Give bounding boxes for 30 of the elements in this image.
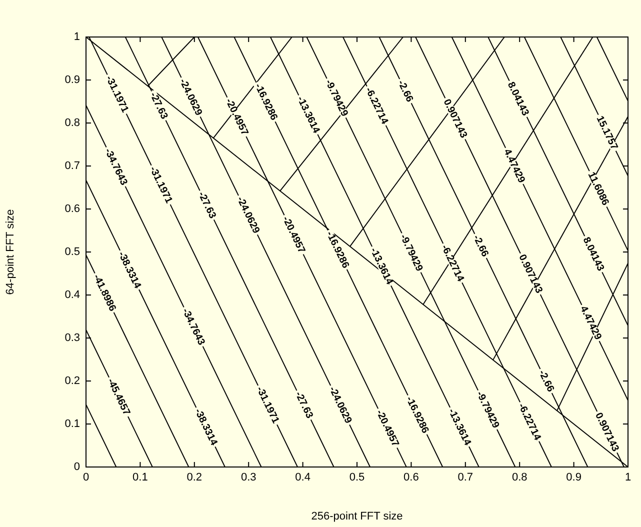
y-tick-label: 0.2 [64,375,80,388]
y-axis-title: 64-point FFT size [4,209,17,295]
x-axis-title: 256-point FFT size [311,510,403,522]
annotation: -27.63 [292,390,315,421]
annotation: -2.66 [470,233,490,260]
x-tick-label: 0.7 [458,472,474,484]
x-tick-label: 0.9 [566,472,582,484]
annotation: -27.63 [147,90,170,122]
x-tick-label: 0.5 [349,472,365,484]
y-tick-label: 0.1 [64,418,80,430]
y-tick-label: 0.5 [64,246,80,258]
annotation: -2.66 [536,368,556,394]
annotation: -27.63 [196,190,218,221]
y-tick-label: 1 [74,31,80,44]
y-tick-label: 0.7 [64,160,80,172]
x-tick-label: 0.6 [404,472,419,484]
y-tick-label: 0.9 [64,74,80,86]
y-tick-label: 0.4 [64,289,80,302]
x-tick-label: 0.8 [512,472,528,484]
x-tick-label: 1 [624,472,632,484]
y-tick-label: 0.8 [64,117,80,130]
annotation: -2.66 [395,78,416,104]
x-tick-label: 0.4 [295,472,310,484]
y-tick-label: 0.3 [64,332,80,344]
x-tick-label: 0.2 [186,472,202,484]
x-tick-label: 0.1 [132,472,148,484]
y-tick-label: 0 [74,461,80,474]
y-tick-label: 0.6 [64,203,80,216]
x-tick-label: 0.3 [240,472,256,484]
x-tick-label: 0 [82,472,90,484]
